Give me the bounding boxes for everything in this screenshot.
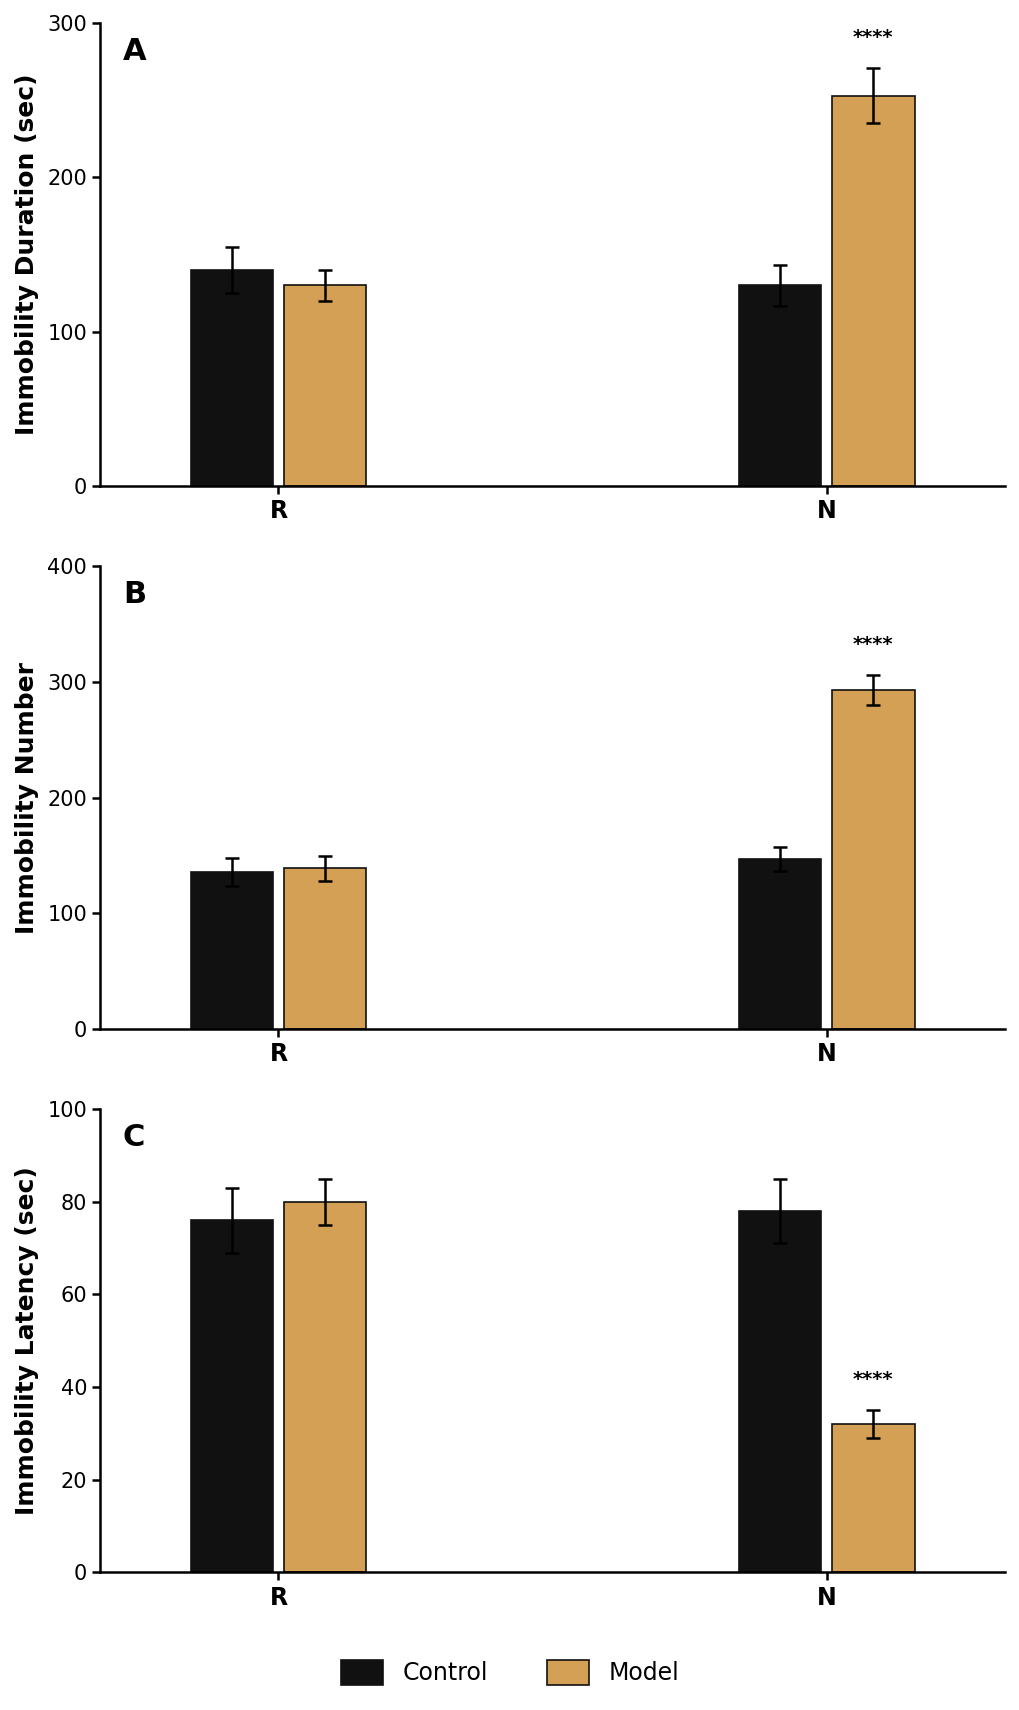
Bar [191, 270, 273, 486]
Bar [283, 869, 366, 1029]
Legend: Control, Model: Control, Model [331, 1650, 688, 1695]
Y-axis label: Immobility Latency (sec): Immobility Latency (sec) [15, 1166, 39, 1515]
Text: A: A [122, 38, 147, 67]
Bar [832, 1424, 914, 1571]
Text: B: B [122, 580, 146, 609]
Bar [739, 286, 820, 486]
Text: ****: **** [852, 27, 893, 46]
Y-axis label: Immobility Duration (sec): Immobility Duration (sec) [15, 74, 39, 436]
Bar [832, 689, 914, 1029]
Bar [739, 858, 820, 1029]
Y-axis label: Immobility Number: Immobility Number [15, 662, 39, 934]
Bar [739, 1211, 820, 1571]
Bar [191, 872, 273, 1029]
Bar [191, 1221, 273, 1571]
Bar [832, 96, 914, 486]
Text: ****: **** [852, 634, 893, 653]
Text: ****: **** [852, 1370, 893, 1389]
Bar [283, 1202, 366, 1571]
Text: C: C [122, 1123, 145, 1153]
Bar [283, 286, 366, 486]
